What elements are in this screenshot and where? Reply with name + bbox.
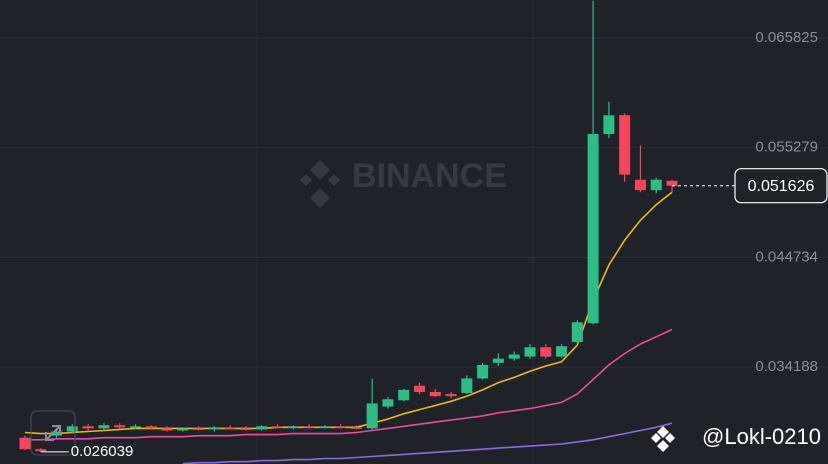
candle-body	[492, 358, 504, 363]
candle-body	[477, 364, 489, 379]
candle-body	[524, 347, 536, 357]
user-logo	[651, 426, 675, 452]
y-tick-label: 0.034188	[755, 358, 818, 375]
y-tick-label: 0.055279	[755, 139, 818, 156]
candle-body	[540, 347, 552, 357]
candle-body	[335, 426, 347, 428]
last-price-label: 0.051626	[748, 178, 815, 195]
candle-body	[161, 428, 173, 431]
candle-body	[287, 426, 299, 428]
moving-average-line	[24, 191, 673, 435]
candle-body	[666, 180, 678, 186]
watermark: BINANCE	[300, 157, 507, 208]
candle-body	[445, 394, 457, 397]
candle-body	[193, 428, 205, 430]
candle-body	[650, 179, 662, 191]
candle-body	[303, 426, 315, 428]
candle-body	[19, 437, 31, 450]
candle-body	[145, 426, 157, 429]
candle-body	[603, 115, 615, 134]
expand-icon	[45, 425, 61, 441]
watermark-text: BINANCE	[352, 157, 507, 195]
candle-body	[429, 391, 441, 397]
candle-body	[224, 427, 236, 429]
candle-body	[35, 449, 47, 452]
candle-body	[350, 427, 362, 429]
watermark-logo	[300, 160, 340, 208]
last-price-box	[734, 168, 828, 204]
candle-body	[51, 431, 63, 436]
candle-body	[98, 425, 110, 429]
low-label: 0.026039	[71, 443, 134, 460]
candle-body	[256, 426, 268, 430]
y-tick-label: 0.065825	[755, 29, 818, 46]
candle-body	[398, 389, 410, 401]
user-tag: @Lokl-0210	[651, 424, 821, 452]
candle-body	[208, 427, 220, 430]
candle-body	[382, 399, 394, 407]
candle-body	[508, 354, 520, 359]
moving-average-line	[25, 328, 673, 441]
expand-button[interactable]	[30, 410, 76, 456]
candle-body	[571, 322, 583, 343]
candle-body	[114, 425, 126, 428]
candle-body	[177, 428, 189, 431]
candle-body	[240, 428, 252, 430]
candle-body	[414, 385, 426, 392]
y-tick-label: 0.044734	[755, 248, 818, 265]
candle-body	[366, 403, 378, 429]
candle-body	[587, 133, 599, 324]
candle-body	[619, 115, 631, 175]
candle-body	[66, 426, 78, 432]
candle-body	[271, 426, 283, 428]
candle-body	[556, 346, 568, 357]
candle-body	[461, 378, 473, 394]
user-handle: @Lokl-0210	[702, 424, 821, 449]
candle-body	[129, 426, 141, 428]
candle-body	[82, 426, 94, 429]
candle-body	[319, 426, 331, 428]
moving-average-line	[182, 422, 673, 464]
candle-body	[634, 179, 646, 191]
